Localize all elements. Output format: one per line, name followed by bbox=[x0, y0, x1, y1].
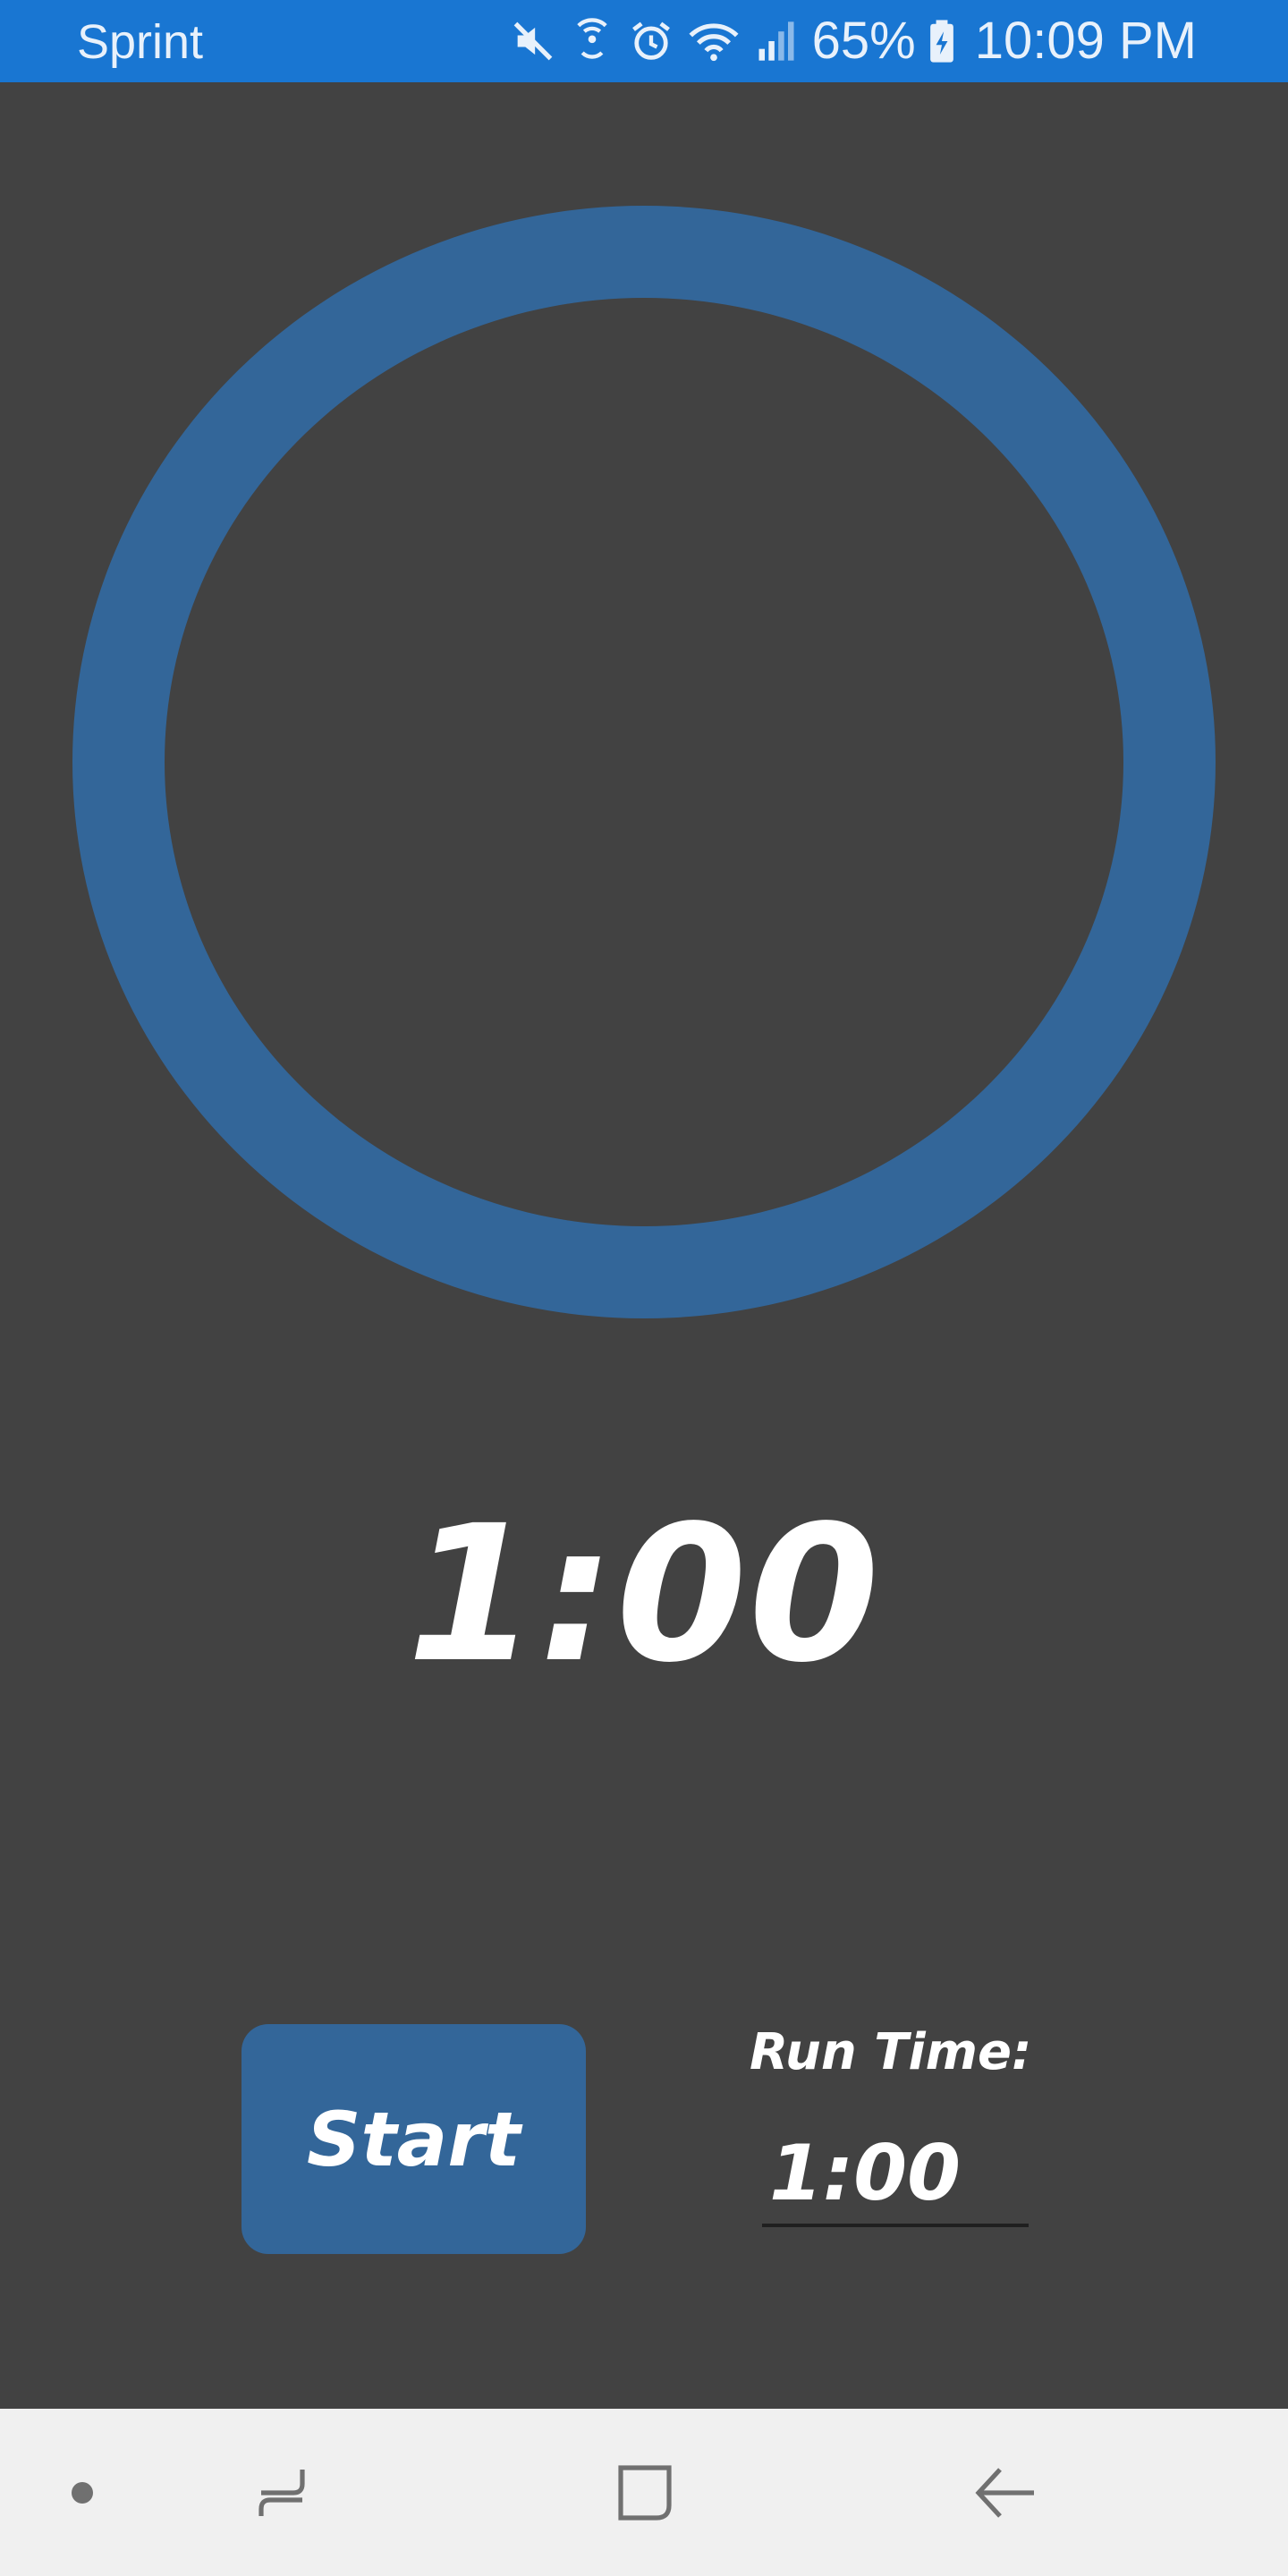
run-time-input[interactable]: 1:00 bbox=[762, 2122, 1029, 2227]
navigation-bar bbox=[0, 2409, 1288, 2576]
back-icon[interactable] bbox=[952, 2409, 1059, 2576]
hotspot-icon bbox=[569, 18, 615, 64]
carrier-name: Sprint bbox=[77, 15, 204, 69]
status-clock: 10:09 PM bbox=[974, 12, 1197, 70]
dot-icon[interactable] bbox=[45, 2409, 120, 2576]
start-button[interactable]: Start bbox=[242, 2024, 586, 2254]
run-time-value: 1:00 bbox=[769, 2129, 961, 2218]
run-time-label: Run Time: bbox=[750, 2023, 1032, 2081]
battery-percent: 65% bbox=[811, 12, 916, 70]
recent-apps-icon[interactable] bbox=[233, 2409, 340, 2576]
mute-icon bbox=[510, 18, 556, 64]
timer-display: 1:00 bbox=[406, 1485, 882, 1704]
battery-charging-icon bbox=[928, 18, 955, 64]
wifi-icon bbox=[687, 18, 741, 64]
status-bar: Sprint bbox=[0, 0, 1288, 82]
home-icon[interactable] bbox=[590, 2409, 698, 2576]
alarm-icon bbox=[628, 18, 674, 64]
progress-ring bbox=[72, 206, 1216, 1318]
status-icons: 65% 10:09 PM bbox=[510, 9, 1197, 73]
cell-signal-icon bbox=[753, 18, 800, 64]
